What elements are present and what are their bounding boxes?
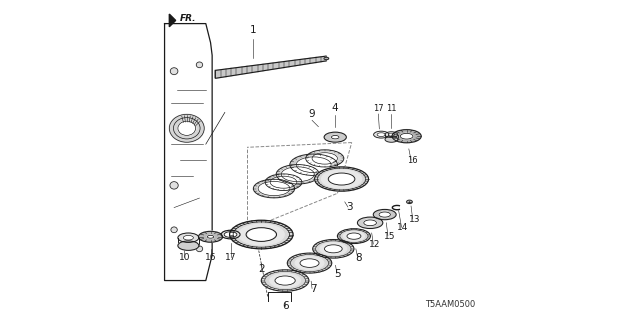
Ellipse shape [306, 150, 344, 167]
Ellipse shape [337, 229, 371, 244]
Ellipse shape [170, 68, 178, 75]
Ellipse shape [306, 150, 344, 167]
Ellipse shape [178, 241, 199, 250]
Polygon shape [170, 14, 175, 27]
Ellipse shape [173, 118, 200, 139]
Ellipse shape [373, 209, 396, 220]
Ellipse shape [207, 235, 214, 238]
Text: 11: 11 [386, 104, 397, 113]
Ellipse shape [270, 176, 297, 188]
Ellipse shape [261, 270, 309, 291]
Text: 2: 2 [258, 264, 264, 274]
Ellipse shape [248, 229, 275, 240]
Ellipse shape [287, 253, 332, 273]
Ellipse shape [320, 243, 347, 255]
Ellipse shape [253, 179, 294, 198]
Ellipse shape [196, 246, 203, 252]
Text: 7: 7 [310, 284, 317, 294]
Ellipse shape [276, 277, 294, 284]
Ellipse shape [321, 170, 362, 188]
Ellipse shape [364, 220, 376, 226]
Ellipse shape [198, 231, 223, 242]
Ellipse shape [295, 257, 324, 269]
Ellipse shape [276, 164, 319, 184]
Text: T5AAM0500: T5AAM0500 [425, 300, 476, 309]
Ellipse shape [377, 133, 385, 136]
Ellipse shape [357, 217, 383, 228]
Ellipse shape [178, 121, 196, 135]
Text: 10: 10 [179, 253, 190, 262]
Ellipse shape [374, 131, 389, 138]
Ellipse shape [313, 240, 354, 258]
Ellipse shape [258, 181, 290, 196]
Ellipse shape [374, 131, 389, 138]
Ellipse shape [198, 231, 223, 242]
Ellipse shape [385, 132, 397, 138]
Ellipse shape [313, 240, 354, 258]
Ellipse shape [170, 114, 204, 142]
Ellipse shape [282, 167, 314, 182]
Ellipse shape [287, 253, 332, 273]
Ellipse shape [178, 233, 199, 243]
Ellipse shape [170, 182, 178, 189]
Text: 3: 3 [346, 202, 353, 212]
Ellipse shape [348, 234, 360, 239]
Ellipse shape [221, 230, 240, 239]
Text: 17: 17 [373, 104, 384, 113]
Text: FR.: FR. [180, 14, 196, 23]
Text: 12: 12 [369, 240, 381, 249]
Ellipse shape [392, 130, 421, 143]
Text: 15: 15 [384, 232, 396, 241]
Text: 14: 14 [397, 223, 409, 232]
Ellipse shape [196, 62, 203, 68]
Ellipse shape [265, 174, 302, 190]
Text: 8: 8 [355, 253, 362, 263]
Ellipse shape [337, 229, 371, 244]
Ellipse shape [379, 212, 390, 217]
Ellipse shape [230, 220, 293, 249]
Ellipse shape [400, 133, 413, 139]
Text: 6: 6 [282, 301, 289, 311]
Ellipse shape [171, 227, 177, 233]
Text: 4: 4 [332, 103, 339, 113]
Polygon shape [215, 56, 326, 78]
Ellipse shape [373, 209, 396, 220]
Ellipse shape [385, 137, 397, 142]
Ellipse shape [301, 260, 317, 267]
Ellipse shape [357, 217, 383, 228]
Text: 16: 16 [205, 253, 216, 262]
Ellipse shape [406, 200, 412, 204]
Ellipse shape [239, 224, 284, 245]
Ellipse shape [224, 232, 237, 237]
Ellipse shape [290, 154, 337, 175]
Ellipse shape [326, 245, 341, 252]
Ellipse shape [265, 174, 302, 190]
Ellipse shape [315, 167, 369, 191]
Ellipse shape [253, 179, 294, 198]
Ellipse shape [324, 132, 346, 142]
Text: 9: 9 [308, 109, 316, 119]
Ellipse shape [221, 230, 240, 239]
Text: 1: 1 [250, 25, 257, 35]
Ellipse shape [330, 174, 353, 184]
Ellipse shape [296, 157, 331, 172]
Ellipse shape [324, 57, 329, 60]
Ellipse shape [344, 231, 364, 241]
Ellipse shape [332, 135, 339, 139]
Ellipse shape [270, 274, 300, 287]
Ellipse shape [261, 270, 309, 291]
Ellipse shape [183, 236, 193, 240]
Ellipse shape [230, 220, 293, 249]
Ellipse shape [312, 153, 337, 164]
Text: 16: 16 [406, 156, 417, 165]
Text: 13: 13 [408, 215, 420, 224]
Ellipse shape [324, 132, 346, 142]
Text: 5: 5 [334, 269, 340, 279]
Ellipse shape [290, 154, 337, 175]
Ellipse shape [276, 164, 319, 184]
Ellipse shape [388, 133, 394, 136]
Ellipse shape [315, 167, 369, 191]
Ellipse shape [392, 130, 421, 143]
Text: 17: 17 [225, 253, 236, 262]
